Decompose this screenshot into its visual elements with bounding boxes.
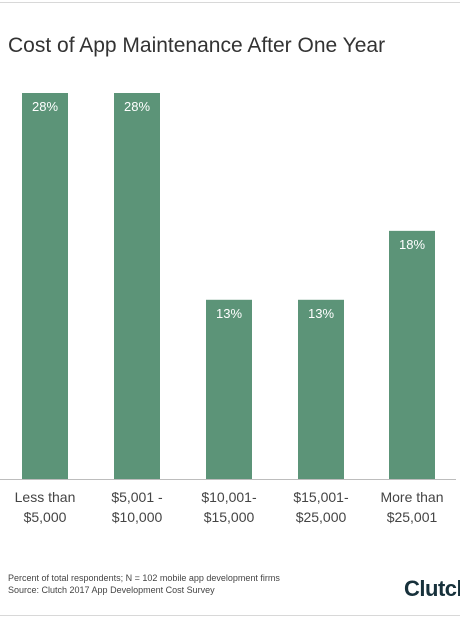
category-label-2-line-1: $5,001 - [111,489,163,505]
bar-value-label-5: 18% [399,237,425,252]
bar-value-label-2: 28% [124,99,150,114]
category-label-1-line-1: Less than [15,489,76,505]
bar-value-label-3: 13% [216,306,242,321]
category-label-5-line-1: More than [380,489,443,505]
bar-value-label-4: 13% [308,306,334,321]
bottom-divider [0,615,460,616]
clutch-logo: Clutch [404,576,460,601]
category-label-4-line-2: $25,000 [296,509,347,525]
footnote-source: Source: Clutch 2017 App Development Cost… [8,585,215,595]
bar-2 [114,93,160,479]
category-label-3-line-2: $15,000 [204,509,255,525]
footnote-respondents: Percent of total respondents; N = 102 mo… [8,573,280,583]
category-label-2-line-2: $10,000 [112,509,163,525]
bar-4 [298,299,344,479]
category-label-1-line-2: $5,000 [24,509,67,525]
bar-1 [22,93,68,479]
bar-3 [206,299,252,479]
chart-footnote: Percent of total respondents; N = 102 mo… [8,572,388,596]
category-label-3-line-1: $10,001- [201,489,257,505]
category-label-5-line-2: $25,001 [387,509,438,525]
bar-5 [389,230,435,479]
chart-title: Cost of App Maintenance After One Year [8,34,386,57]
category-label-4-line-1: $15,001- [293,489,349,505]
bar-value-label-1: 28% [32,99,58,114]
top-divider [0,2,460,3]
bar-chart: 28% Less than $5,000 28% $5,001 - $10,000 13% $… [0,93,456,525]
